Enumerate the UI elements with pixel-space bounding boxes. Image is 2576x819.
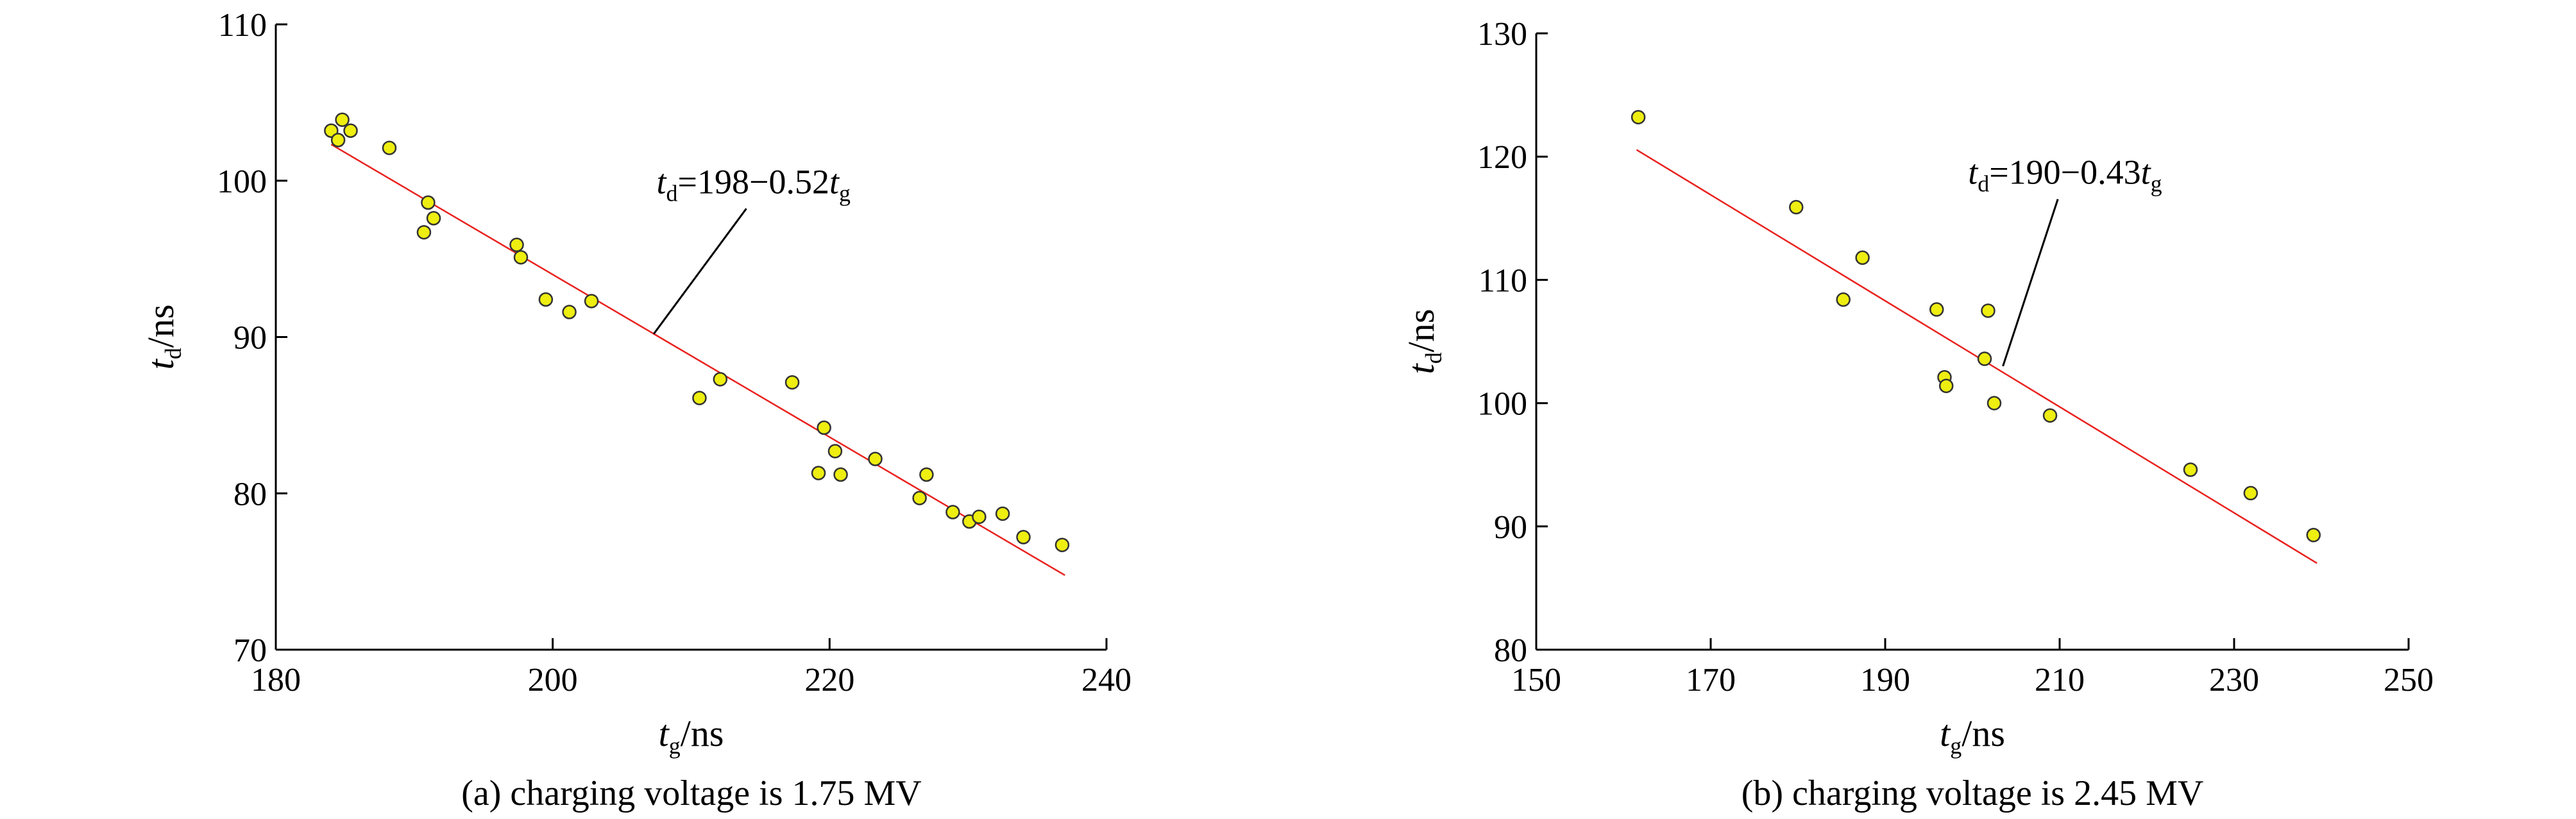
annotation-pointer bbox=[653, 208, 747, 335]
panel-caption: (a) charging voltage is 1.75 MV bbox=[461, 773, 921, 813]
data-point bbox=[562, 305, 577, 319]
data-point bbox=[330, 133, 346, 148]
y-tick-label: 100 bbox=[217, 164, 267, 200]
y-tick-label: 90 bbox=[233, 320, 267, 357]
y-tick-label: 90 bbox=[1494, 509, 1527, 546]
data-point bbox=[382, 140, 397, 155]
x-tick-label: 240 bbox=[1081, 662, 1131, 698]
y-tick-label: 100 bbox=[1477, 386, 1527, 423]
data-point bbox=[713, 372, 728, 387]
data-point bbox=[2183, 462, 2198, 477]
data-point bbox=[827, 444, 843, 459]
panel-caption: (b) charging voltage is 2.45 MV bbox=[1741, 773, 2204, 813]
data-point bbox=[817, 420, 831, 435]
data-point bbox=[538, 292, 554, 307]
data-point bbox=[421, 195, 436, 210]
x-axis-label: tg/ns bbox=[1940, 713, 2005, 759]
y-tick-label: 80 bbox=[233, 476, 267, 512]
fit-line bbox=[1636, 149, 2318, 564]
data-point bbox=[811, 466, 826, 480]
fit-line bbox=[330, 144, 1065, 577]
y-axis-label: td/ns bbox=[1400, 309, 1446, 375]
data-point bbox=[995, 506, 1010, 521]
data-point bbox=[692, 391, 707, 405]
data-point bbox=[833, 467, 848, 482]
data-point bbox=[509, 237, 524, 252]
y-tick-label: 120 bbox=[1477, 139, 1527, 176]
y-tick-label: 130 bbox=[1477, 16, 1527, 53]
y-tick-label: 110 bbox=[1479, 262, 1527, 299]
x-tick-label: 190 bbox=[1860, 662, 1910, 698]
data-point bbox=[2243, 485, 2258, 501]
fit-equation-label: td=198−0.52tg bbox=[657, 162, 851, 206]
x-tick-label: 170 bbox=[1686, 662, 1736, 698]
x-tick-label: 210 bbox=[2035, 662, 2085, 698]
data-point bbox=[912, 491, 927, 505]
data-point bbox=[1981, 303, 1996, 318]
data-point bbox=[1855, 250, 1870, 266]
panel-a: 180 200 220 240 70 80 90 100 110 tg/ns td/ns td=198… bbox=[140, 7, 1131, 813]
data-point bbox=[335, 112, 350, 127]
x-tick-label: 150 bbox=[1511, 662, 1561, 698]
data-point bbox=[945, 505, 960, 519]
data-point bbox=[1631, 110, 1646, 124]
data-point bbox=[1016, 530, 1031, 545]
data-point bbox=[426, 211, 441, 226]
y-tick-label: 110 bbox=[218, 7, 267, 44]
data-point bbox=[1938, 378, 1954, 393]
x-tick-label: 220 bbox=[804, 662, 854, 698]
x-tick-label: 250 bbox=[2384, 662, 2434, 698]
y-tick-label: 80 bbox=[1494, 632, 1527, 669]
x-axis-label: tg/ns bbox=[659, 713, 724, 759]
data-point bbox=[1836, 292, 1851, 307]
data-point bbox=[784, 375, 800, 390]
fit-equation-label: td=190−0.43tg bbox=[1968, 153, 2162, 196]
data-point bbox=[1977, 351, 1992, 366]
data-point bbox=[584, 294, 599, 308]
data-point bbox=[919, 467, 934, 482]
annotation-pointer bbox=[2002, 199, 2059, 367]
panel-b: 150 170 190 210 230 250 80 90 100 110 120 130 tg/ns t… bbox=[1400, 16, 2434, 813]
data-point bbox=[1987, 396, 2002, 410]
x-tick-label: 200 bbox=[528, 662, 578, 698]
data-point bbox=[2306, 528, 2321, 543]
data-point bbox=[513, 249, 529, 265]
data-point bbox=[2042, 408, 2058, 423]
y-tick-label: 70 bbox=[233, 632, 267, 669]
x-tick-label: 180 bbox=[251, 662, 301, 698]
data-point bbox=[343, 123, 358, 138]
y-axis-label: td/ns bbox=[140, 305, 186, 370]
data-point bbox=[1789, 199, 1804, 215]
data-point bbox=[1929, 302, 1944, 317]
data-point bbox=[416, 224, 432, 240]
data-point bbox=[868, 452, 883, 466]
data-point bbox=[1055, 537, 1070, 552]
x-tick-label: 230 bbox=[2209, 662, 2259, 698]
data-point bbox=[972, 509, 987, 525]
